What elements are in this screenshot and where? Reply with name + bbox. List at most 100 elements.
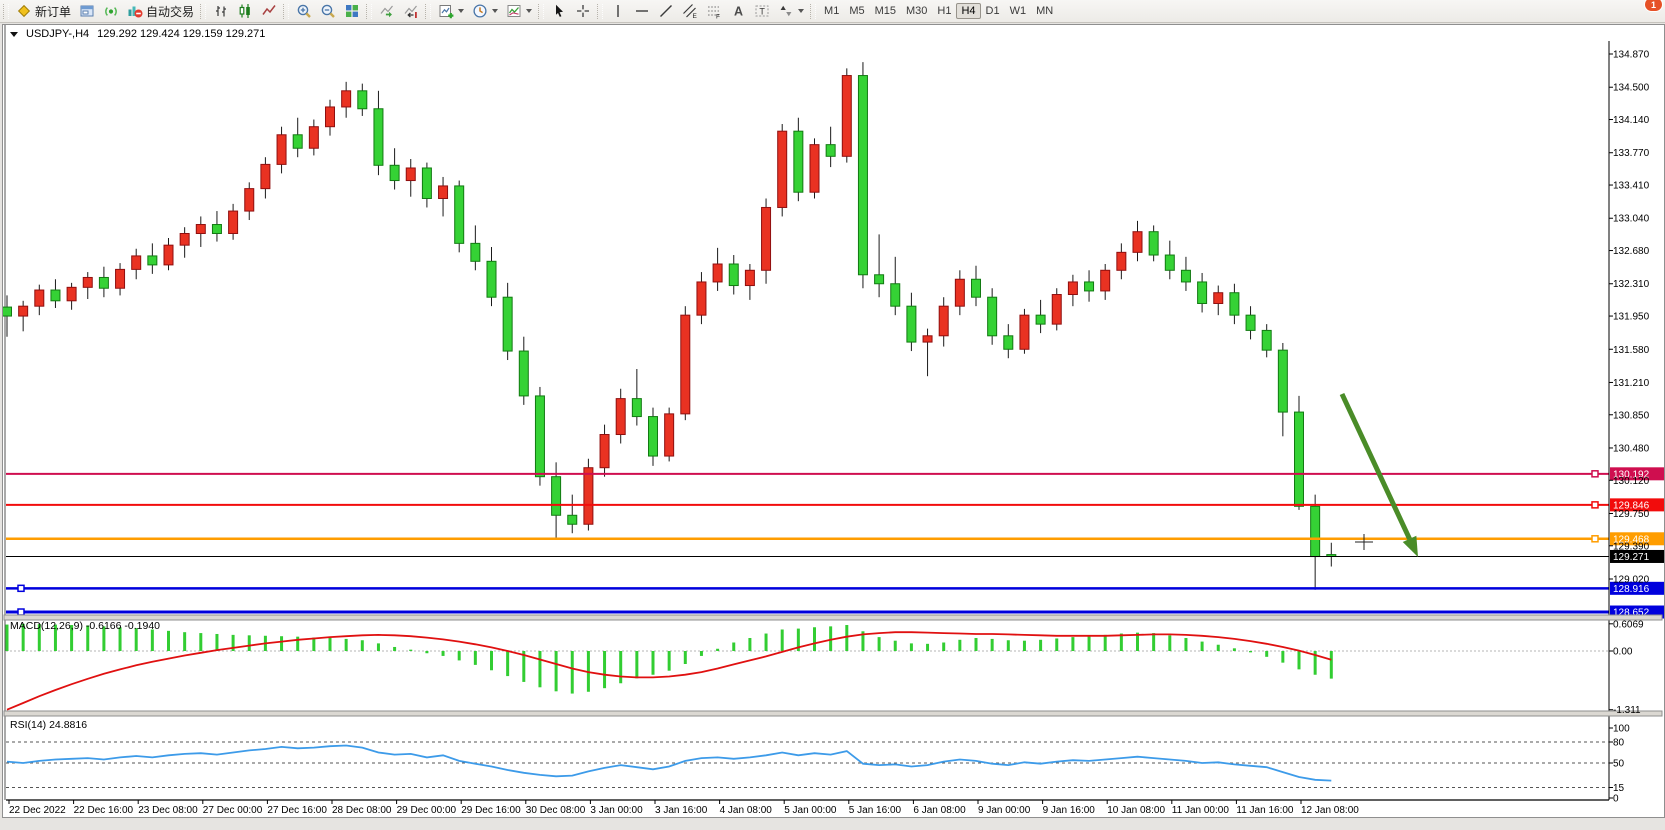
notification-badge: 1 <box>1644 0 1663 12</box>
time-tick-label: 27 Dec 00:00 <box>203 805 263 816</box>
candle-bullish <box>938 305 949 337</box>
trend-arrow-head[interactable] <box>1402 535 1418 557</box>
chart-shift-icon <box>403 3 419 19</box>
candle-bullish <box>244 188 255 212</box>
toolbar-right-group: 1 <box>1644 0 1665 31</box>
auto-trading-button[interactable]: 自动交易 <box>123 2 198 21</box>
chevron-down-icon[interactable] <box>492 9 499 13</box>
candle-bullish <box>1132 231 1143 253</box>
text-button[interactable]: A <box>726 2 750 20</box>
tf-d1-button[interactable]: D1 <box>981 3 1005 19</box>
cursor-button[interactable] <box>547 2 571 20</box>
tf-m30-button[interactable]: M30 <box>901 3 932 19</box>
price-chart-canvas[interactable]: 130.192 129.846 129.468 129.271 128.916 128.6… <box>3 25 1664 817</box>
line-anchor[interactable] <box>1591 470 1599 478</box>
price-tick-label: 131.950 <box>1613 312 1650 323</box>
rsi-scale-label: 50 <box>1613 759 1625 770</box>
price-line-label: 128.916 <box>1613 584 1650 595</box>
metaeditor-icon <box>79 3 95 19</box>
tf-m15-button[interactable]: M15 <box>870 3 901 19</box>
line-anchor[interactable] <box>1591 501 1599 509</box>
price-tick-label: 133.410 <box>1613 181 1650 192</box>
candle-bullish <box>405 167 416 182</box>
tf-d1-button-label: D1 <box>985 5 1000 17</box>
panel-splitter[interactable] <box>3 710 1663 717</box>
tile-windows-button[interactable] <box>340 2 364 20</box>
line-anchor[interactable] <box>17 608 25 616</box>
text-label-button[interactable]: T <box>750 2 774 20</box>
zoom-in-button[interactable] <box>292 2 316 20</box>
tf-w1-button[interactable]: W1 <box>1005 3 1032 19</box>
candle-bearish <box>906 305 917 343</box>
candle-bearish <box>648 416 658 457</box>
chart-window[interactable]: USDJPY-,H4 129.292 129.424 129.159 129.2… <box>2 24 1665 818</box>
zoom-out-icon <box>320 3 336 19</box>
tf-h1-button[interactable]: H1 <box>932 3 956 19</box>
toolbar-group: M1 M5 M15 M30 H1 H4 D1 W1 MN <box>819 0 1058 22</box>
new-order-button[interactable]: 新订单 <box>12 2 75 21</box>
vertical-line-button[interactable] <box>606 2 630 20</box>
fibonacci-button[interactable]: F <box>702 2 726 20</box>
templates-button[interactable] <box>502 2 536 20</box>
price-line-label: 128.652 <box>1613 608 1650 619</box>
price-line-label: 129.846 <box>1613 500 1650 511</box>
line-chart-button[interactable] <box>257 2 281 20</box>
price-tick-label: 133.770 <box>1613 148 1650 159</box>
line-anchor[interactable] <box>17 584 25 593</box>
chevron-down-icon[interactable] <box>10 32 18 37</box>
tf-h4-button[interactable]: H4 <box>956 3 981 19</box>
auto-scroll-button[interactable] <box>375 2 399 20</box>
line-chart-icon <box>261 3 277 19</box>
signals-button[interactable] <box>99 2 123 20</box>
candle-bearish <box>551 476 562 516</box>
candle-bullish <box>195 224 206 234</box>
bar-chart-icon <box>213 3 229 19</box>
toolbar-grip <box>3 3 9 19</box>
tile-windows-icon <box>344 3 360 19</box>
chevron-down-icon[interactable] <box>526 9 533 13</box>
crosshair-button[interactable] <box>571 2 595 20</box>
chevron-down-icon[interactable] <box>798 9 805 13</box>
price-tick-label: 130.850 <box>1613 410 1650 421</box>
periods-button[interactable] <box>468 2 502 20</box>
candle-bearish <box>1164 254 1175 271</box>
rsi-line <box>6 744 1332 782</box>
tf-m5-button[interactable]: M5 <box>844 3 869 19</box>
trend-arrow-line[interactable] <box>1339 392 1412 540</box>
toolbar-grip <box>425 3 432 19</box>
candle-bearish <box>1148 231 1159 256</box>
template-icon <box>506 3 522 19</box>
tf-mn-button[interactable]: MN <box>1031 3 1058 19</box>
metaeditor-button[interactable] <box>75 2 99 20</box>
rsi-indicator-label: RSI(14) 24.8816 <box>10 719 88 731</box>
arrows-button[interactable] <box>774 2 808 20</box>
horizontal-line-button[interactable] <box>630 2 654 20</box>
tf-m1-button[interactable]: M1 <box>819 3 844 19</box>
trendline-button[interactable] <box>654 2 678 20</box>
toolbar-grip <box>538 3 545 19</box>
candle-bearish <box>373 108 384 166</box>
time-tick-label: 6 Jan 08:00 <box>913 805 966 816</box>
price-line-label-box <box>1610 532 1664 546</box>
chart-shift-button[interactable] <box>399 2 423 20</box>
price-line-label-box <box>1610 581 1664 595</box>
candle-bullish <box>131 255 142 270</box>
line-anchor[interactable] <box>1591 535 1599 543</box>
panel-splitter[interactable] <box>3 614 1663 621</box>
time-tick-label: 10 Jan 08:00 <box>1107 805 1165 816</box>
toolbar-group <box>375 0 423 22</box>
time-tick-label: 3 Jan 16:00 <box>655 805 708 816</box>
candle-bullish <box>325 106 335 128</box>
candle-bullish <box>34 289 45 307</box>
zoom-out-button[interactable] <box>316 2 340 20</box>
candle-bearish <box>890 283 901 307</box>
bar-chart-button[interactable] <box>209 2 233 20</box>
equidistant-channel-button[interactable]: E <box>678 2 702 20</box>
chevron-down-icon[interactable] <box>458 9 465 13</box>
time-tick-label: 11 Jan 16:00 <box>1236 805 1294 816</box>
ohlc-values-label: 129.292 129.424 129.159 129.271 <box>97 28 266 40</box>
candlestick-chart-button[interactable] <box>233 2 257 20</box>
new-chart-button[interactable] <box>434 2 468 20</box>
